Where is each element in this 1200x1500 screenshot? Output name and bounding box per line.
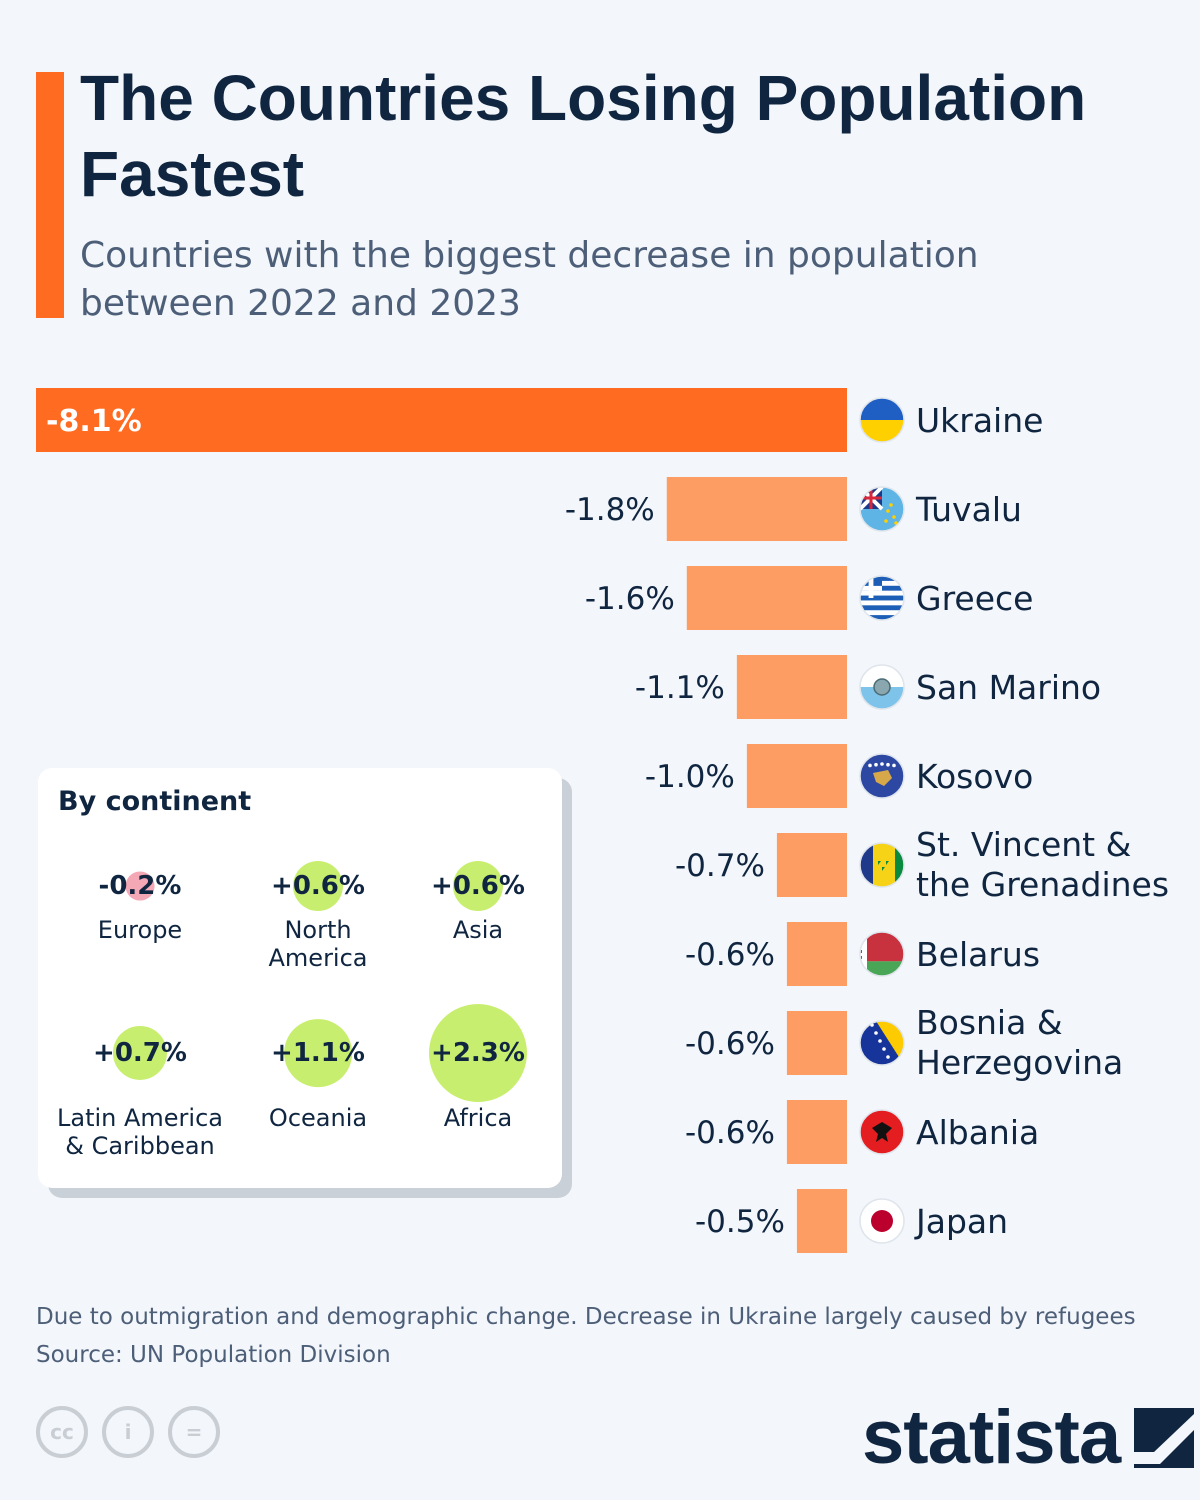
- country-label: Tuvalu: [915, 490, 1022, 529]
- bar: [796, 1189, 847, 1253]
- flag-ring: [859, 1198, 905, 1244]
- flag-ring: [859, 575, 905, 621]
- flag-ring: [859, 486, 905, 532]
- cc-glyph: cc: [50, 1420, 74, 1444]
- continent-name: North America: [268, 916, 368, 972]
- bar-chart: -8.1% Ukraine -1.8% Tuvalu -1.6% Greece -1.1% S…: [36, 388, 1169, 1253]
- bar-value-label: -1.1%: [635, 670, 725, 706]
- continent-value: +0.6%: [271, 871, 365, 901]
- flag-ring: [859, 842, 905, 888]
- flag-ring: [859, 397, 905, 443]
- continent-value: +0.7%: [93, 1038, 187, 1068]
- country-label: Greece: [916, 579, 1033, 618]
- bar: [666, 477, 847, 541]
- attribution-glyph: i: [124, 1420, 132, 1444]
- bar: [786, 1100, 847, 1164]
- nd-glyph: =: [185, 1420, 203, 1444]
- continent-bubble: [429, 1004, 527, 1102]
- continent-name: Europe: [97, 916, 183, 944]
- bar: [686, 566, 847, 630]
- continent-value: +1.1%: [271, 1038, 365, 1068]
- logo-text: statista: [862, 1395, 1121, 1480]
- bar-value-label: -0.6%: [685, 1115, 775, 1151]
- continent-name: Asia: [452, 916, 504, 944]
- license-icons: cc i =: [36, 1406, 220, 1458]
- flag-ring: [859, 664, 905, 710]
- no-derivatives-icon[interactable]: =: [168, 1406, 220, 1458]
- continent-bubble: [112, 1025, 168, 1081]
- bar: [736, 655, 847, 719]
- country-label: Ukraine: [916, 401, 1043, 440]
- country-label: Kosovo: [916, 757, 1033, 796]
- ukraine-flag-icon: [860, 398, 904, 442]
- country-label: Belarus: [916, 935, 1040, 974]
- bar-value-label: -0.7%: [675, 848, 765, 884]
- bar-value-label: -0.6%: [685, 937, 775, 973]
- continent-card: By continent -0.2% Europe +0.6% North Ameri…: [38, 768, 562, 1188]
- bar-value-label: -1.8%: [565, 492, 655, 528]
- bar-value-label: -0.6%: [685, 1026, 775, 1062]
- bar-value-label: -8.1%: [46, 404, 142, 439]
- bar: [786, 1011, 847, 1075]
- japan-flag-icon: [860, 1199, 904, 1243]
- flag-ring: [859, 1020, 905, 1066]
- country-label: San Marino: [916, 668, 1101, 707]
- source-text: Source: UN Population Division: [36, 1342, 391, 1368]
- statista-logo[interactable]: statista: [862, 1395, 1195, 1480]
- continent-value: +2.3%: [431, 1038, 525, 1068]
- san-marino-flag-icon: [860, 665, 904, 709]
- country-label: Japan: [914, 1202, 1008, 1241]
- continent-name: Oceania: [268, 1104, 368, 1132]
- st-vincent-flag-icon: [860, 843, 904, 887]
- attribution-icon[interactable]: i: [102, 1406, 154, 1458]
- footnote-text: Due to outmigration and demographic chan…: [36, 1304, 1136, 1330]
- country-label: St. Vincent & the Grenadines: [916, 825, 1169, 904]
- flag-ring: [859, 1109, 905, 1155]
- chart-title: The Countries Losing Population Fastest: [80, 62, 1087, 210]
- continent-name: Africa: [443, 1104, 513, 1132]
- continent-name: Latin America & Caribbean: [57, 1104, 223, 1160]
- continent-bubble: [452, 860, 504, 912]
- bar: [786, 922, 847, 986]
- country-label: Albania: [916, 1113, 1039, 1152]
- flag-ring: [859, 931, 905, 977]
- statista-logo-icon: [1134, 1408, 1195, 1468]
- continent-value: -0.2%: [98, 871, 182, 901]
- bar-value-label: -1.6%: [585, 581, 675, 617]
- albania-flag-icon: [860, 1110, 904, 1154]
- country-label: Bosnia & Herzegovina: [916, 1003, 1123, 1082]
- bar: [776, 833, 847, 897]
- flag-ring: [859, 753, 905, 799]
- continent-value: +0.6%: [431, 871, 525, 901]
- bar: [36, 388, 847, 452]
- cc-icon[interactable]: cc: [36, 1406, 88, 1458]
- footnote: Due to outmigration and demographic chan…: [36, 1298, 1136, 1374]
- bar: [746, 744, 847, 808]
- continent-bubble: [284, 1019, 352, 1087]
- chart-subtitle: Countries with the biggest decrease in p…: [80, 235, 979, 324]
- bar-value-label: -1.0%: [645, 759, 735, 795]
- continent-card-title: By continent: [58, 786, 252, 817]
- continent-bubble: [292, 860, 344, 912]
- bar-value-label: -0.5%: [695, 1204, 785, 1240]
- continent-bubble: [125, 871, 155, 901]
- title-accent-bar: [36, 72, 64, 318]
- bosnia-flag-icon: [860, 1021, 904, 1065]
- kosovo-flag-icon: [860, 754, 904, 798]
